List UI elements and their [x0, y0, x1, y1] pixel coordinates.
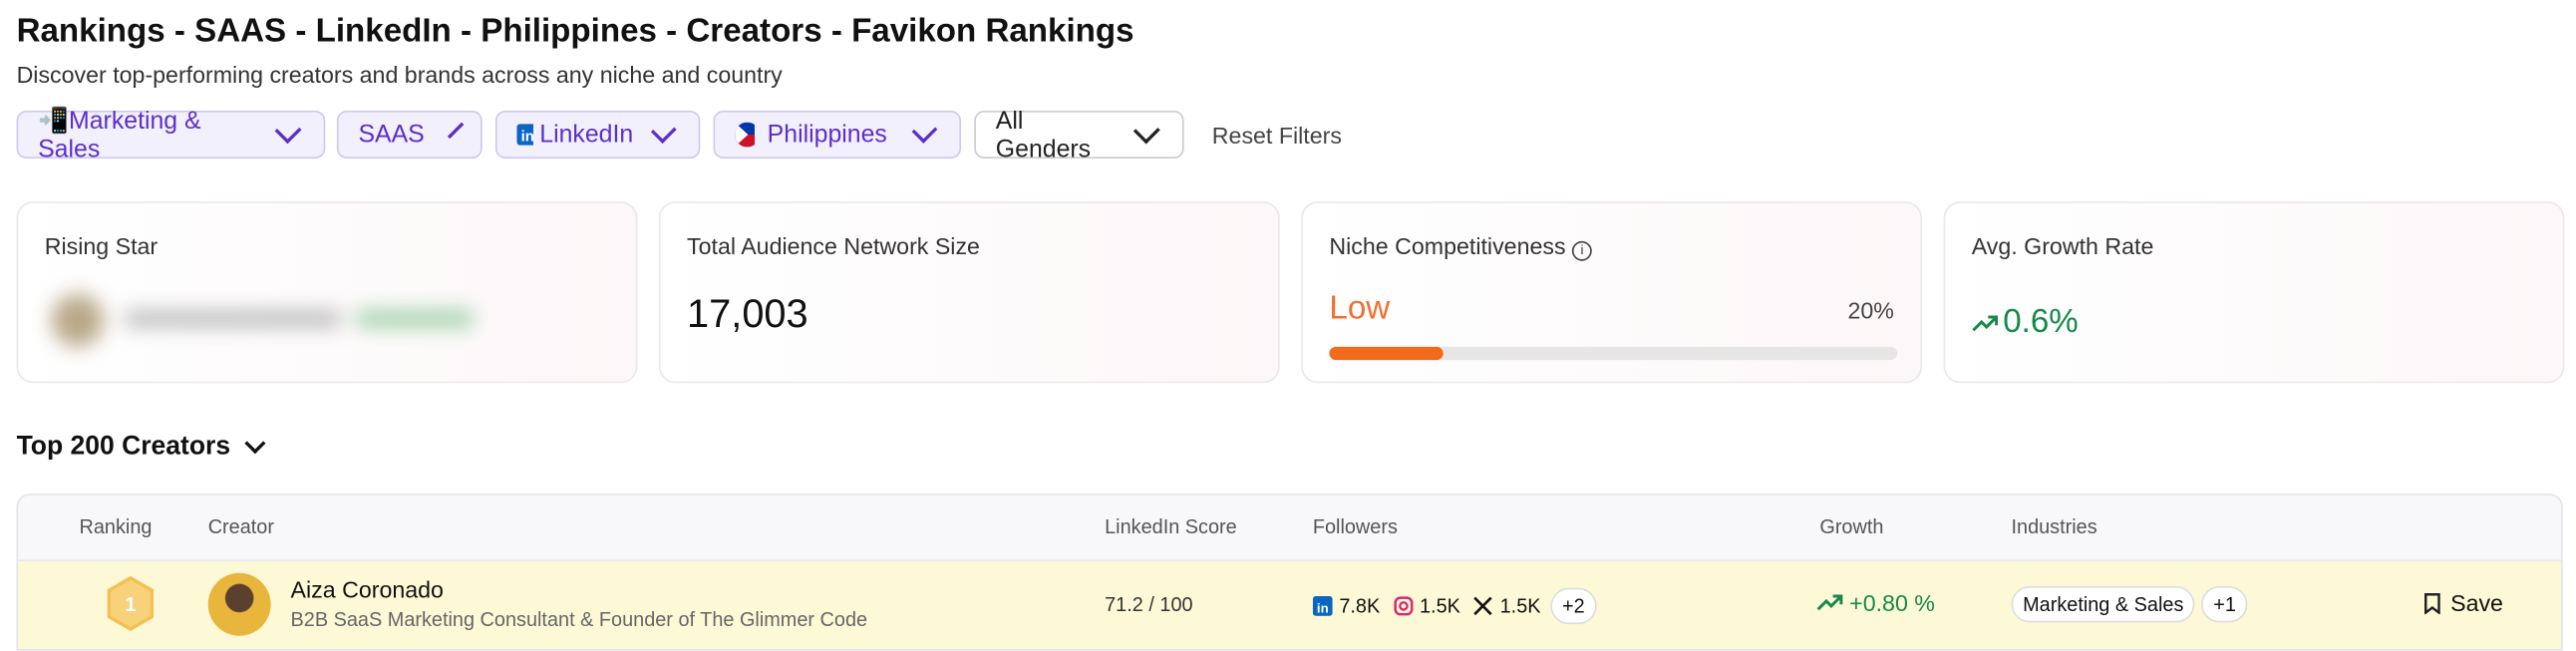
creator-bio: B2B SaaS Marketing Consultant & Founder … — [290, 607, 868, 631]
reset-filters[interactable]: Reset Filters — [1211, 122, 1342, 150]
column-header: Industries — [2011, 514, 2097, 538]
column-header: Ranking — [79, 514, 153, 538]
filter-country[interactable]: Philippines — [713, 110, 962, 160]
filter-label: All Genders — [995, 106, 1092, 163]
more-platforms[interactable]: +2 — [1550, 587, 1597, 625]
follower-count: 1.5K — [1419, 594, 1460, 618]
blurred-creator — [51, 293, 481, 350]
filter-label: 📲Marketing & Sales — [38, 107, 201, 163]
column-header: Creator — [207, 514, 274, 538]
svg-text:in: in — [1317, 601, 1329, 616]
growth-value-wrap: 0.6% — [1972, 304, 2079, 342]
bookmark-icon — [2424, 592, 2440, 614]
filter-niche[interactable]: 📲Marketing & Sales — [16, 108, 326, 163]
card-label-text: Niche Competitiveness — [1329, 232, 1566, 260]
growth-value: 0.6% — [2003, 303, 2079, 341]
rank-badge: 1 — [107, 576, 155, 631]
column-header: LinkedIn Score — [1105, 514, 1237, 538]
score: 71.2 / 100 — [1105, 592, 1193, 616]
progress-bar — [1329, 346, 1444, 361]
flag-icon — [735, 122, 755, 148]
industries: Marketing & Sales +1 — [2011, 586, 2248, 623]
page-title: Rankings - SAAS - LinkedIn - Philippines… — [16, 13, 1134, 50]
section-toggle[interactable]: Top 200 Creators — [17, 433, 269, 463]
save-button[interactable]: Save — [2424, 589, 2503, 616]
table-header — [18, 494, 2562, 562]
filter-gender[interactable]: All Genders — [974, 107, 1184, 163]
column-header: Followers — [1312, 514, 1398, 538]
rank: 1 — [125, 594, 136, 616]
instagram-icon — [1393, 596, 1413, 616]
growth-card: Avg. Growth Rate 0.6% — [1943, 201, 2565, 384]
card-label: Total Audience Network Size — [687, 232, 980, 260]
audience-card: Total Audience Network Size 17,003 — [658, 201, 1280, 384]
audience-value: 17,003 — [687, 292, 808, 337]
filter-label: SAAS — [358, 120, 425, 150]
linkedin-icon: in — [516, 124, 533, 146]
card-label: Avg. Growth Rate — [1971, 232, 2154, 260]
table — [16, 493, 2563, 651]
filter-platform[interactable]: in LinkedIn — [494, 110, 701, 160]
linkedin-icon: in — [1312, 595, 1333, 616]
growth: +0.80 % — [1816, 589, 1935, 616]
trend-icon — [1972, 314, 1999, 331]
x-icon — [1473, 596, 1493, 616]
filter-label: LinkedIn — [539, 120, 634, 150]
section-title: Top 200 Creators — [16, 432, 231, 462]
trend-icon — [1816, 594, 1843, 611]
competitiveness-card: Niche Competitiveness i Low 20% — [1301, 201, 1923, 384]
column-header: Growth — [1819, 514, 1884, 538]
filter-industry[interactable]: SAAS — [336, 110, 483, 160]
card-label: Niche Competitiveness i — [1329, 232, 1592, 261]
page-subtitle: Discover top-performing creators and bra… — [16, 61, 783, 88]
filter-label: Philippines — [767, 120, 887, 150]
svg-text:in: in — [521, 130, 533, 146]
growth-value: +0.80 % — [1849, 589, 1935, 616]
card-label: Rising Star — [44, 232, 159, 260]
save-label: Save — [2450, 589, 2503, 616]
creator-name[interactable]: Aiza Coronado — [290, 576, 444, 603]
progress-track — [1329, 346, 1898, 361]
competitiveness-percent: 20% — [1847, 297, 1894, 324]
rising-star-card: Rising Star — [16, 201, 638, 384]
competitiveness-level: Low — [1329, 290, 1391, 327]
follower-count: 7.8K — [1339, 594, 1381, 618]
follower-count: 1.5K — [1499, 594, 1541, 618]
avatar — [207, 572, 271, 636]
industry-more[interactable]: +1 — [2201, 586, 2248, 623]
followers: in 7.8K 1.5K 1.5K +2 — [1312, 587, 1597, 625]
industry-tag[interactable]: Marketing & Sales — [2011, 586, 2196, 623]
